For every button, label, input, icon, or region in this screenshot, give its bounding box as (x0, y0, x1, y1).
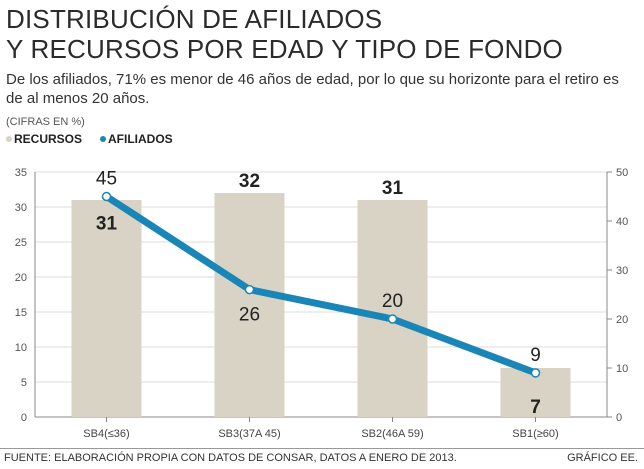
data-label-recursos-1: 32 (239, 171, 260, 192)
point-afiliados-0 (101, 191, 112, 202)
bar-recursos-2 (357, 200, 428, 417)
y-right-tick-4: 40 (616, 216, 628, 228)
line-afiliados (103, 193, 539, 377)
point-afiliados-3 (530, 368, 541, 378)
y-right-tick-1: 10 (616, 363, 628, 375)
x-tick-0: SB4(≤36) (83, 428, 129, 440)
legend-item-afiliados: AFILIADOS (100, 132, 173, 146)
x-tick-2: SB2(46A 59) (361, 428, 423, 440)
y-left-tick-1: 5 (21, 377, 27, 389)
y-left-tick-5: 25 (15, 237, 27, 249)
bar-recursos-1 (214, 193, 285, 417)
y-left-tick-2: 10 (15, 342, 27, 354)
x-tick-3: SB1(≥60) (512, 428, 558, 440)
y-right-tick-2: 20 (616, 314, 628, 326)
y-left-tick-3: 15 (15, 307, 27, 319)
data-label-recursos-2: 31 (382, 178, 404, 199)
legend-swatch-recursos (6, 136, 12, 142)
y-right-tick-0: 0 (616, 412, 622, 424)
data-label-recursos-0: 31 (96, 214, 118, 235)
bar-recursos-0 (71, 200, 142, 417)
legend-label-recursos: RECURSOS (14, 132, 83, 146)
legend-swatch-afiliados (100, 136, 107, 142)
data-label-recursos-3: 7 (530, 397, 541, 418)
data-label-afiliados-2: 20 (382, 291, 403, 312)
chart-subtitle: De los afiliados, 71% es menor de 46 año… (6, 71, 619, 107)
title-line-1: DISTRIBUCIÓN DE AFILIADOS (6, 4, 383, 34)
credit-note: GRÁFICO EE. (567, 452, 638, 464)
y-right-tick-3: 30 (616, 265, 628, 277)
y-left-tick-6: 30 (15, 202, 27, 214)
combo-chart: 0 5 10 15 20 25 30 35 0 10 20 30 40 50 31 32 31 7 45 26 20 9 S… (15, 167, 629, 440)
chart-title: DISTRIBUCIÓN DE AFILIADOS Y RECURSOS POR… (6, 4, 563, 64)
data-label-afiliados-3: 9 (530, 345, 541, 366)
footer: FUENTE: ELABORACIÓN PROPIA CON DATOS DE … (0, 448, 644, 469)
legend-item-recursos: RECURSOS (6, 132, 82, 146)
legend: RECURSOS AFILIADOS (6, 132, 191, 146)
unit-note: (CIFRAS EN %) (6, 116, 85, 128)
legend-label-afiliados: AFILIADOS (108, 132, 173, 146)
source-note: FUENTE: ELABORACIÓN PROPIA CON DATOS DE … (4, 452, 457, 464)
y-left-tick-7: 35 (15, 167, 27, 179)
x-tick-1: SB3(37A 45) (218, 428, 280, 440)
title-line-2: Y RECURSOS POR EDAD Y TIPO DE FONDO (6, 34, 563, 64)
y-right-tick-5: 50 (616, 167, 628, 179)
data-label-afiliados-1: 26 (239, 305, 260, 326)
y-left-tick-4: 20 (15, 272, 27, 284)
point-afiliados-1 (244, 284, 255, 295)
point-afiliados-2 (387, 314, 398, 324)
y-left-tick-0: 0 (21, 412, 27, 424)
data-label-afiliados-0: 45 (96, 169, 117, 190)
